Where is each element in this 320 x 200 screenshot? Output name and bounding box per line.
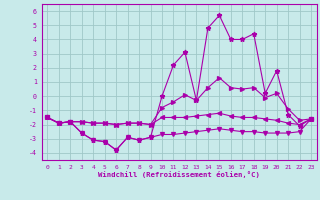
X-axis label: Windchill (Refroidissement éolien,°C): Windchill (Refroidissement éolien,°C) xyxy=(98,171,260,178)
